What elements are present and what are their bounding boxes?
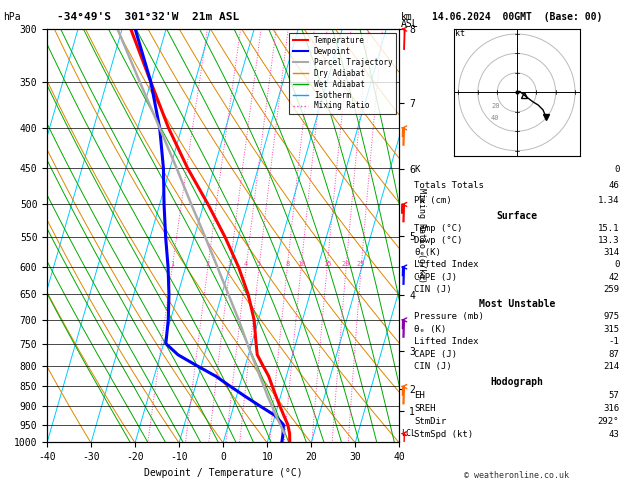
Text: 14.06.2024  00GMT  (Base: 00): 14.06.2024 00GMT (Base: 00): [431, 12, 602, 22]
Text: 43: 43: [608, 430, 620, 439]
X-axis label: Dewpoint / Temperature (°C): Dewpoint / Temperature (°C): [144, 468, 303, 478]
Text: θₑ (K): θₑ (K): [414, 325, 447, 333]
Text: Temp (°C): Temp (°C): [414, 224, 462, 233]
Text: StmSpd (kt): StmSpd (kt): [414, 430, 473, 439]
Text: 214: 214: [603, 362, 620, 371]
Text: 87: 87: [608, 350, 620, 359]
Text: kt: kt: [455, 29, 465, 38]
Text: 4: 4: [244, 261, 248, 267]
Text: SREH: SREH: [414, 404, 436, 413]
Text: 3: 3: [228, 261, 232, 267]
Text: K: K: [414, 165, 420, 174]
Text: 259: 259: [603, 285, 620, 294]
Text: ASL: ASL: [401, 19, 418, 30]
Text: Hodograph: Hodograph: [490, 377, 543, 387]
Text: 15.1: 15.1: [598, 224, 620, 233]
Text: Dewp (°C): Dewp (°C): [414, 236, 462, 245]
Text: θₑ(K): θₑ(K): [414, 248, 441, 257]
Text: 25: 25: [357, 261, 365, 267]
Legend: Temperature, Dewpoint, Parcel Trajectory, Dry Adiabat, Wet Adiabat, Isotherm, Mi: Temperature, Dewpoint, Parcel Trajectory…: [289, 33, 396, 114]
Text: © weatheronline.co.uk: © weatheronline.co.uk: [464, 471, 569, 480]
Text: -34°49'S  301°32'W  21m ASL: -34°49'S 301°32'W 21m ASL: [57, 12, 239, 22]
Text: 57: 57: [608, 391, 620, 399]
Text: 1: 1: [170, 261, 174, 267]
Y-axis label: Mixing Ratio (g/kg): Mixing Ratio (g/kg): [417, 188, 426, 283]
Text: 40: 40: [491, 115, 499, 121]
Text: Lifted Index: Lifted Index: [414, 337, 479, 346]
Text: 46: 46: [608, 180, 620, 190]
Text: 315: 315: [603, 325, 620, 333]
Text: Surface: Surface: [496, 211, 537, 221]
Text: Pressure (mb): Pressure (mb): [414, 312, 484, 321]
Text: 8: 8: [285, 261, 289, 267]
Text: 292°: 292°: [598, 417, 620, 426]
Text: 20: 20: [491, 103, 499, 109]
Text: km: km: [401, 12, 413, 22]
Text: Totals Totals: Totals Totals: [414, 180, 484, 190]
Text: 15: 15: [323, 261, 331, 267]
Text: StmDir: StmDir: [414, 417, 447, 426]
Text: -1: -1: [608, 337, 620, 346]
Text: 13.3: 13.3: [598, 236, 620, 245]
Text: 42: 42: [608, 273, 620, 281]
Text: 20: 20: [342, 261, 350, 267]
Polygon shape: [404, 29, 405, 50]
Text: 0: 0: [614, 165, 620, 174]
Text: Lifted Index: Lifted Index: [414, 260, 479, 269]
Text: EH: EH: [414, 391, 425, 399]
Text: CAPE (J): CAPE (J): [414, 273, 457, 281]
Text: LCL: LCL: [402, 429, 416, 438]
Text: Most Unstable: Most Unstable: [479, 299, 555, 309]
Text: 0: 0: [614, 260, 620, 269]
Text: 10: 10: [297, 261, 306, 267]
Text: CIN (J): CIN (J): [414, 362, 452, 371]
Text: 2: 2: [206, 261, 210, 267]
Text: 316: 316: [603, 404, 620, 413]
Text: 314: 314: [603, 248, 620, 257]
Text: CAPE (J): CAPE (J): [414, 350, 457, 359]
Text: 975: 975: [603, 312, 620, 321]
Text: CIN (J): CIN (J): [414, 285, 452, 294]
Text: PW (cm): PW (cm): [414, 196, 452, 205]
Text: 1.34: 1.34: [598, 196, 620, 205]
Text: 5: 5: [257, 261, 261, 267]
Text: hPa: hPa: [3, 12, 21, 22]
